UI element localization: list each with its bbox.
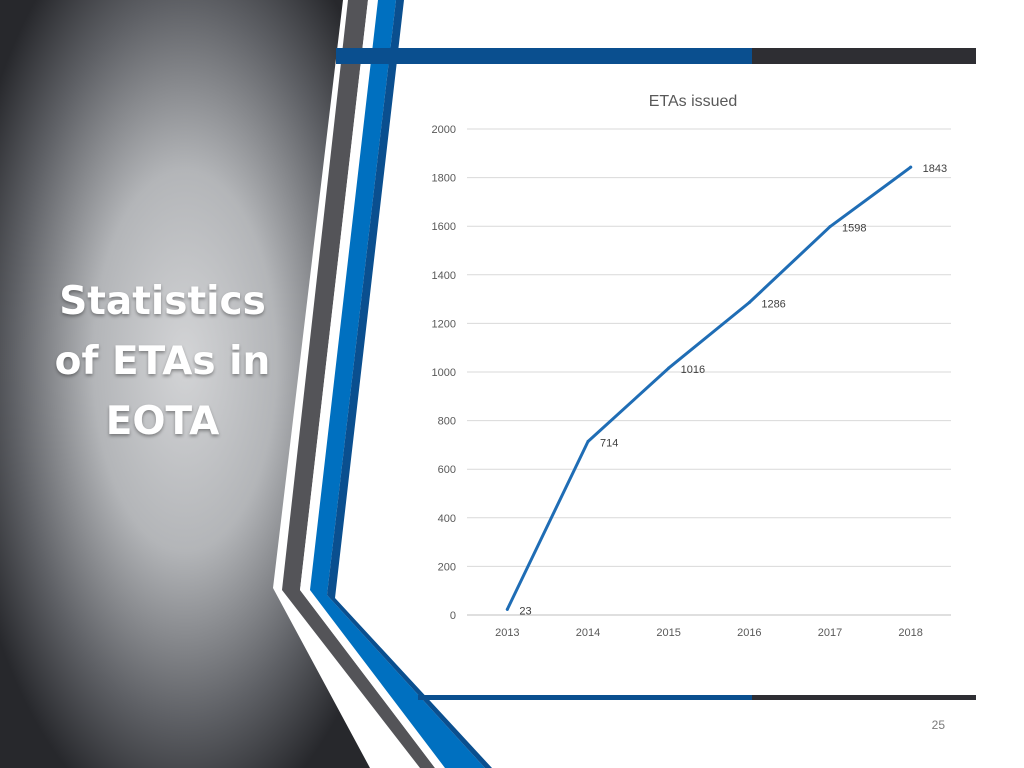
x-tick-label: 2017 — [818, 627, 842, 639]
series-line — [505, 165, 913, 611]
data-point — [586, 439, 590, 443]
y-tick-label: 0 — [450, 610, 456, 622]
y-tick-label: 400 — [438, 513, 456, 525]
x-tick-label: 2015 — [656, 627, 680, 639]
top-bar-blue — [336, 48, 752, 64]
chart-title: ETAs issued — [649, 93, 738, 110]
slide-title: Statistics of ETAs in EOTA — [54, 279, 271, 444]
x-tick-label: 2018 — [898, 627, 922, 639]
bottom-bar-blue — [418, 695, 752, 700]
data-label: 714 — [600, 437, 618, 449]
gridlines — [467, 128, 951, 616]
y-axis-ticks: 0 200 400 600 800 1000 1200 1400 1600 1800 2000 — [432, 124, 456, 622]
series-layer — [505, 165, 913, 611]
bottom-bar-dark — [752, 695, 976, 700]
y-tick-label: 1800 — [432, 173, 456, 185]
stripe-white — [300, 0, 445, 768]
data-point — [667, 366, 671, 370]
data-label: 1016 — [681, 364, 705, 376]
data-label: 1843 — [923, 163, 947, 175]
data-point — [747, 301, 751, 305]
page-number: 25 — [931, 718, 945, 732]
stripe-gray — [282, 0, 435, 768]
y-tick-label: 800 — [438, 416, 456, 428]
data-point — [909, 165, 913, 169]
data-label: 1598 — [842, 223, 866, 235]
x-tick-label: 2014 — [576, 627, 600, 639]
data-point — [505, 607, 509, 611]
y-tick-label: 1600 — [432, 221, 456, 233]
y-tick-label: 200 — [438, 561, 456, 573]
x-tick-label: 2013 — [495, 627, 519, 639]
y-tick-label: 1200 — [432, 318, 456, 330]
x-tick-label: 2016 — [737, 627, 761, 639]
y-tick-label: 1400 — [432, 270, 456, 282]
y-tick-label: 1000 — [432, 367, 456, 379]
top-bar-dark — [752, 48, 976, 64]
x-axis-ticks: 2013 2014 2015 2016 2017 2018 — [495, 627, 923, 639]
left-panel — [0, 0, 370, 768]
stripe-blue — [310, 0, 485, 768]
data-labels: 23 714 1016 1286 1598 1843 — [519, 163, 947, 617]
data-point — [828, 225, 832, 229]
y-tick-label: 2000 — [432, 124, 456, 136]
data-label: 23 — [519, 605, 531, 617]
y-tick-label: 600 — [438, 464, 456, 476]
data-label: 1286 — [761, 299, 785, 311]
